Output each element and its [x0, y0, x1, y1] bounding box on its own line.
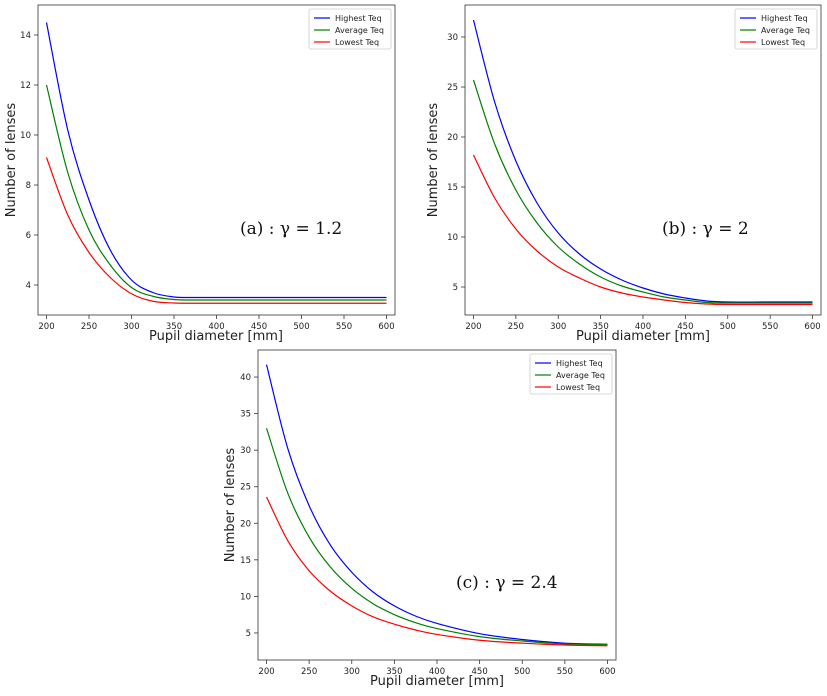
y-tick-label: 15: [447, 183, 458, 193]
x-tick-label: 550: [336, 322, 352, 332]
series-line-highest-teq: [265, 364, 608, 645]
y-tick-label: 5: [246, 629, 251, 639]
y-tick-label: 20: [447, 133, 458, 143]
y-tick-label: 25: [447, 83, 458, 93]
plot-area: [257, 349, 617, 661]
chart-panel-b: 200 250 300 350 400 450 500 550 600 5 10 15 20 25 30 Pu…: [424, 0, 827, 345]
legend-label: Highest Teq: [761, 14, 808, 23]
y-tick-label: 14: [20, 31, 31, 41]
plot-area: [37, 4, 396, 316]
x-tick-label: 400: [208, 322, 224, 332]
y-tick-label: 15: [240, 556, 251, 566]
y-tick-label: 12: [20, 81, 31, 91]
y-tick-label: 35: [240, 410, 251, 420]
annotation-label: (a) : γ = 1.2: [240, 219, 342, 239]
x-tick-label: 300: [344, 667, 360, 677]
chart-panel-a: 200 250 300 350 400 450 500 550 600 4 6 8 10 12 14 Pupi…: [0, 0, 400, 345]
x-tick-label: 250: [81, 322, 97, 332]
y-tick-label: 25: [240, 483, 251, 493]
y-tick-label: 10: [447, 233, 458, 243]
x-tick-label: 200: [38, 322, 54, 332]
series-line-lowest-teq: [45, 157, 387, 304]
x-axis-title: Pupil diameter [mm]: [149, 329, 283, 344]
legend-label: Average Teq: [556, 371, 605, 380]
y-tick-label: 6: [26, 231, 31, 241]
x-tick-label: 500: [293, 322, 309, 332]
legend-box: [529, 353, 613, 395]
legend-label: Lowest Teq: [335, 38, 379, 47]
y-tick-label: 5: [453, 283, 458, 293]
y-tick-label: 4: [26, 281, 31, 291]
x-tick-label: 600: [378, 322, 394, 332]
x-tick-label: 550: [762, 322, 778, 332]
x-tick-label: 600: [599, 667, 615, 677]
legend-label: Highest Teq: [335, 14, 382, 23]
x-tick-label: 200: [258, 667, 274, 677]
x-axis-title: Pupil diameter [mm]: [576, 329, 710, 344]
y-axis-title: Number of lenses: [223, 448, 238, 563]
x-tick-label: 350: [386, 667, 402, 677]
x-tick-label: 300: [550, 322, 566, 332]
x-tick-label: 400: [635, 322, 651, 332]
x-tick-label: 300: [123, 322, 139, 332]
series-line-highest-teq: [45, 22, 387, 299]
x-tick-label: 500: [720, 322, 736, 332]
series-line-average-teq: [265, 428, 608, 646]
y-tick-label: 20: [240, 519, 251, 529]
y-tick-label: 8: [26, 181, 31, 191]
legend-label: Lowest Teq: [556, 383, 600, 392]
x-tick-label: 250: [508, 322, 524, 332]
x-tick-label: 450: [677, 322, 693, 332]
annotation-label: (c) : γ = 2.4: [456, 573, 558, 593]
legend-box: [734, 8, 818, 50]
x-tick-label: 200: [465, 322, 481, 332]
x-axis-title: Pupil diameter [mm]: [370, 674, 504, 689]
y-axis-title: Number of lenses: [4, 103, 19, 218]
plot-area: [464, 4, 822, 316]
series-line-highest-teq: [472, 19, 813, 303]
x-tick-label: 350: [593, 322, 609, 332]
x-tick-label: 600: [804, 322, 820, 332]
legend-label: Average Teq: [761, 26, 810, 35]
chart-b: 200 250 300 350 400 450 500 550 600 5 10 15 20 25 30 Pu…: [426, 4, 822, 344]
x-tick-label: 250: [301, 667, 317, 677]
legend-label: Lowest Teq: [761, 38, 805, 47]
chart-a: 200 250 300 350 400 450 500 550 600 4 6 8 10 12 14 Pupi…: [4, 4, 396, 344]
series-line-lowest-teq: [472, 154, 813, 306]
y-tick-label: 10: [20, 131, 31, 141]
series-line-average-teq: [45, 84, 387, 301]
legend-box: [308, 8, 392, 50]
x-tick-label: 450: [251, 322, 267, 332]
series-line-average-teq: [472, 79, 813, 304]
annotation-label: (b) : γ = 2: [662, 219, 749, 239]
legend-label: Highest Teq: [556, 359, 603, 368]
legend-label: Average Teq: [335, 26, 384, 35]
chart-c: 200 250 300 350 400 450 500 550 600 5 10 15 20 25 30 35…: [223, 349, 617, 689]
series-line-lowest-teq: [265, 496, 608, 647]
x-tick-label: 450: [472, 667, 488, 677]
x-tick-label: 350: [166, 322, 182, 332]
y-tick-label: 40: [240, 373, 251, 383]
y-tick-label: 30: [240, 446, 251, 456]
y-axis-title: Number of lenses: [426, 103, 441, 218]
x-tick-label: 400: [429, 667, 445, 677]
y-tick-label: 30: [447, 33, 458, 43]
x-tick-label: 550: [557, 667, 573, 677]
chart-panel-c: 200 250 300 350 400 450 500 550 600 5 10 15 20 25 30 35…: [216, 345, 626, 692]
x-tick-label: 500: [514, 667, 530, 677]
y-tick-label: 10: [240, 592, 251, 602]
